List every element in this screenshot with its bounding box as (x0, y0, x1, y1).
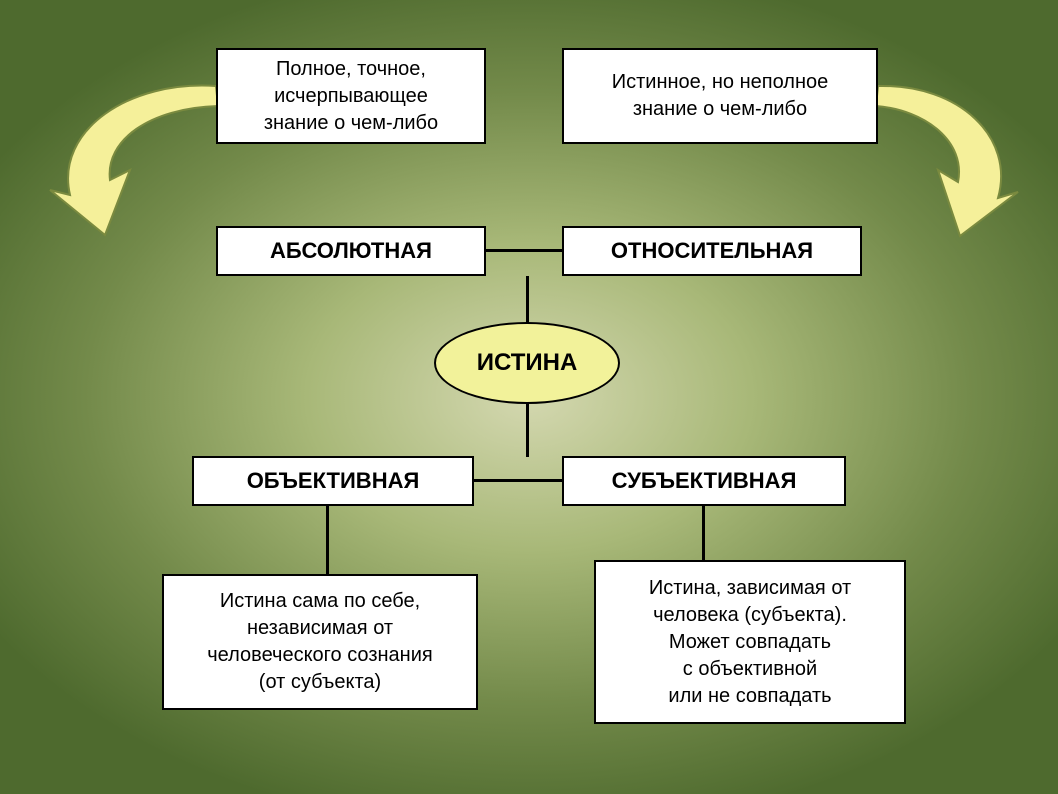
rel-desc-text: Истинное, но неполноезнание о чем-либо (612, 69, 829, 123)
node-subjective: СУБЪЕКТИВНАЯ (562, 456, 846, 506)
node-subjective-description: Истина, зависимая отчеловека (субъекта).… (594, 560, 906, 724)
center-node-istina: ИСТИНА (434, 322, 620, 404)
subj-desc-text: Истина, зависимая отчеловека (субъекта).… (649, 575, 851, 710)
node-relative-description: Истинное, но неполноезнание о чем-либо (562, 48, 878, 144)
connector-line (486, 249, 563, 252)
node-relative: ОТНОСИТЕЛЬНАЯ (562, 226, 862, 276)
node-absolute: АБСОЛЮТНАЯ (216, 226, 486, 276)
connector-line (474, 479, 564, 482)
node-relative-label: ОТНОСИТЕЛЬНАЯ (611, 236, 813, 266)
node-absolute-label: АБСОЛЮТНАЯ (270, 236, 432, 266)
node-objective: ОБЪЕКТИВНАЯ (192, 456, 474, 506)
node-objective-description: Истина сама по себе,независимая отчелове… (162, 574, 478, 710)
obj-desc-text: Истина сама по себе,независимая отчелове… (207, 588, 432, 696)
connector-line (326, 506, 329, 574)
center-label: ИСТИНА (477, 349, 578, 377)
abs-desc-text: Полное, точное,исчерпывающеезнание о чем… (264, 56, 438, 137)
connector-line (526, 276, 529, 323)
connector-line (526, 403, 529, 457)
node-objective-label: ОБЪЕКТИВНАЯ (247, 466, 420, 496)
connector-line (702, 506, 705, 561)
node-subjective-label: СУБЪЕКТИВНАЯ (612, 466, 797, 496)
node-absolute-description: Полное, точное,исчерпывающеезнание о чем… (216, 48, 486, 144)
